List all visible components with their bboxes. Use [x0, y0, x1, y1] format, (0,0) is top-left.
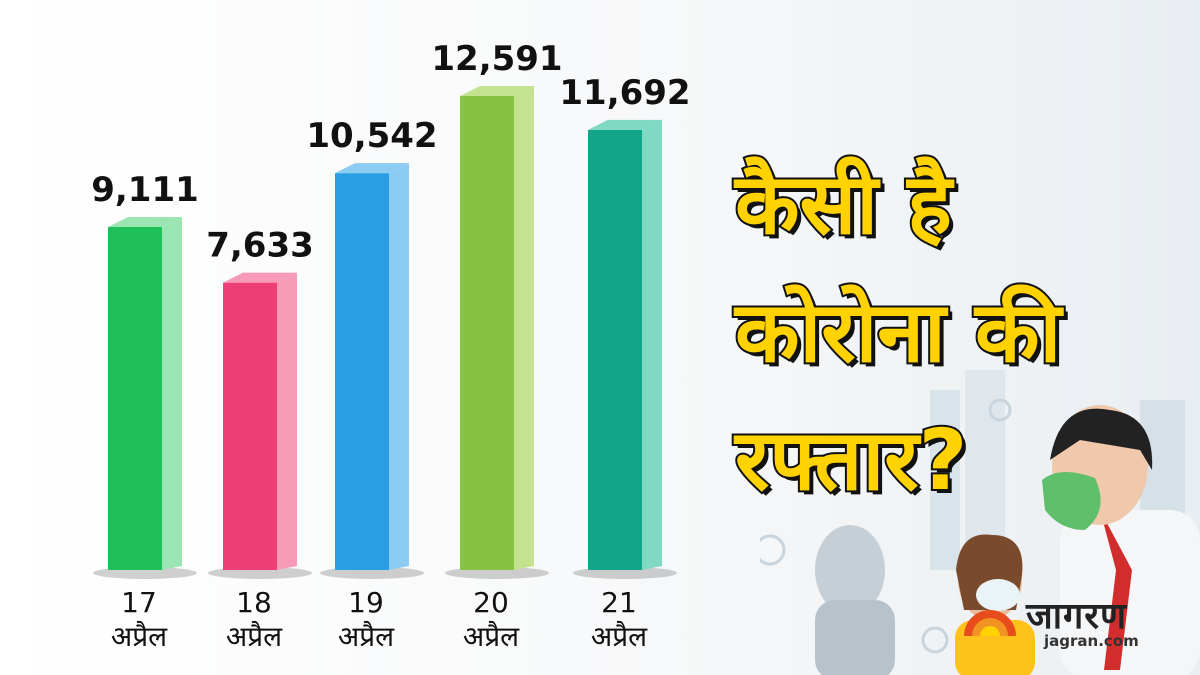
x-tick-month: अप्रैल — [111, 620, 168, 653]
x-tick-month: अप्रैल — [591, 620, 648, 653]
bar-top — [108, 217, 182, 228]
virus-icon — [760, 534, 786, 566]
x-tick-day: 20 — [473, 586, 509, 619]
bar — [223, 282, 277, 570]
person-silhouette — [815, 600, 895, 675]
headline-line-3: रफ्तार? — [733, 409, 969, 511]
value-label: 11,692 — [559, 73, 690, 113]
bar — [588, 129, 642, 571]
value-label: 10,542 — [306, 116, 437, 156]
bar-top — [223, 272, 297, 283]
value-label: 12,591 — [431, 39, 562, 79]
bar — [460, 96, 514, 570]
x-tick-day: 18 — [236, 586, 272, 619]
bar-top — [460, 86, 534, 96]
man-shirt — [1060, 510, 1200, 675]
bar-side — [277, 272, 297, 570]
bar-side — [162, 217, 182, 570]
value-label: 9,111 — [91, 170, 199, 210]
x-tick-month: अप्रैल — [463, 620, 520, 653]
person-silhouette — [815, 525, 885, 615]
x-tick-day: 19 — [348, 586, 384, 619]
virus-icon — [921, 626, 949, 654]
face-mask — [976, 579, 1020, 611]
masked-people-illustration — [760, 370, 1200, 675]
bar — [108, 227, 162, 570]
jagran-logo: जागरण jagran.com — [960, 590, 1190, 660]
building-silhouette — [930, 390, 960, 570]
bar-side — [514, 86, 534, 570]
bar-side — [642, 119, 662, 571]
headline-line-1: कैसी है — [733, 153, 954, 255]
x-tick-month: अप्रैल — [226, 620, 283, 653]
bars-layer: 9,11117अप्रैल7,63318अप्रैल10,54219अप्रैल… — [91, 39, 690, 653]
virus-icon — [988, 398, 1012, 422]
headline: कैसी है कोरोना की रफ्तार? — [733, 140, 1175, 524]
man-tie — [1100, 510, 1132, 670]
bar-chart: 9,11117अप्रैल7,63318अप्रैल10,54219अप्रैल… — [91, 39, 690, 653]
man-hair — [1050, 408, 1153, 470]
face-mask — [1042, 471, 1101, 530]
x-tick-day: 21 — [601, 586, 637, 619]
bar-side — [389, 163, 409, 570]
bar — [335, 173, 389, 570]
x-tick-day: 17 — [121, 586, 157, 619]
bar-top — [335, 163, 409, 174]
logo-url: jagran.com — [1044, 632, 1139, 650]
jagran-sun-logo-icon — [964, 610, 1016, 636]
x-tick-month: अप्रैल — [338, 620, 395, 653]
logo-name: जागरण — [1026, 596, 1128, 637]
headline-line-2: कोरोना की — [733, 281, 1063, 383]
bar-top — [588, 119, 662, 130]
value-label: 7,633 — [206, 226, 314, 266]
